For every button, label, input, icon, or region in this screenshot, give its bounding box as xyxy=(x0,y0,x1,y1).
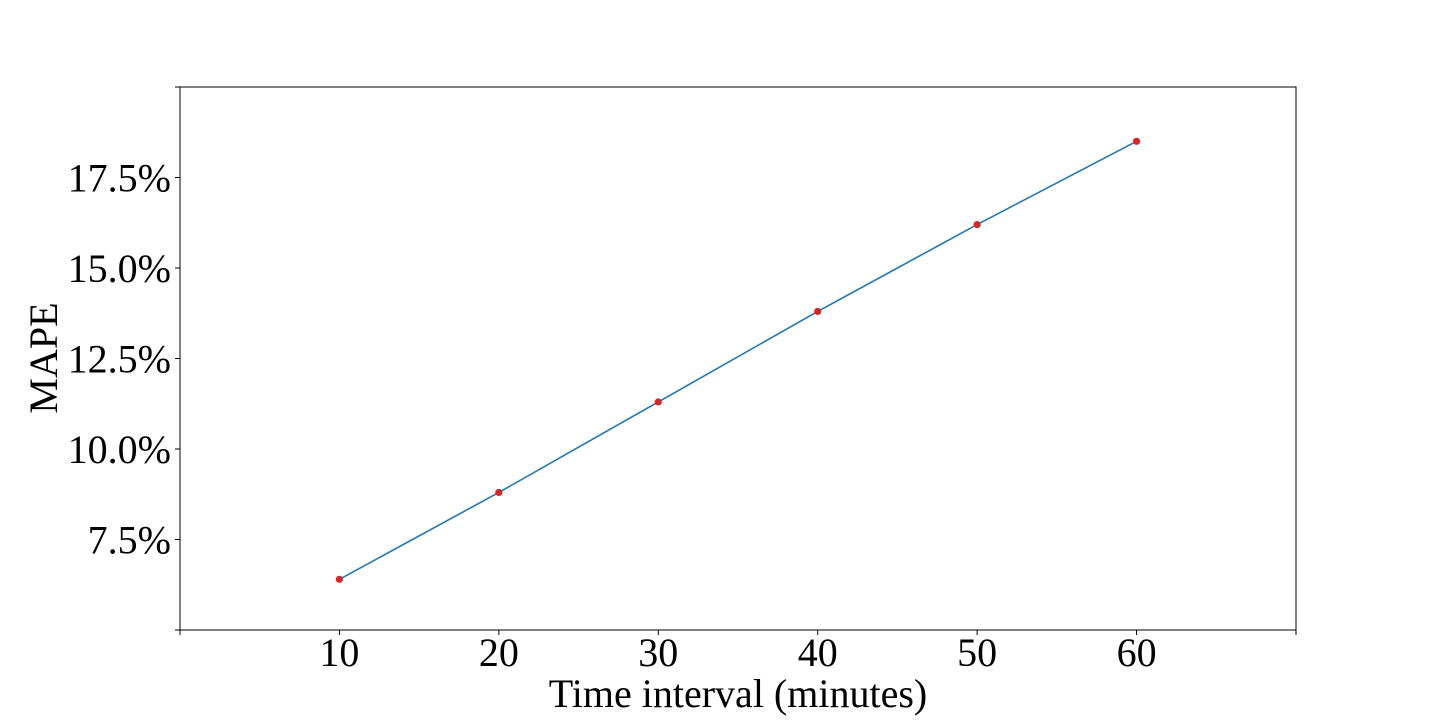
data-point xyxy=(654,398,662,406)
x-tick-label: 10 xyxy=(319,630,359,675)
x-axis-title: Time interval (minutes) xyxy=(549,671,927,716)
y-tick-label: 7.5% xyxy=(88,518,171,563)
series-group xyxy=(335,137,1141,583)
x-axis-ticks: 10 20 30 40 50 60 xyxy=(179,630,1297,675)
plot-area xyxy=(179,86,1297,631)
y-axis-ticks: 7.5% 10.0% 12.5% 15.0% 17.5% xyxy=(68,86,180,631)
y-tick-label: 15.0% xyxy=(68,246,171,291)
x-tick-label: 60 xyxy=(1117,630,1157,675)
series-line xyxy=(339,140,1137,581)
data-point xyxy=(814,307,822,316)
x-tick-label: 30 xyxy=(638,630,678,675)
y-tick-label: 10.0% xyxy=(68,427,171,472)
x-tick-label: 50 xyxy=(957,630,997,675)
data-point xyxy=(973,220,981,229)
y-axis-title: MAPE xyxy=(21,302,66,413)
data-point xyxy=(495,488,503,497)
data-point xyxy=(1132,137,1141,145)
data-point xyxy=(335,575,344,583)
y-tick-label: 12.5% xyxy=(68,337,171,382)
x-tick-label: 40 xyxy=(798,630,838,675)
x-tick-label: 20 xyxy=(479,630,519,675)
y-tick-label: 17.5% xyxy=(68,156,171,201)
